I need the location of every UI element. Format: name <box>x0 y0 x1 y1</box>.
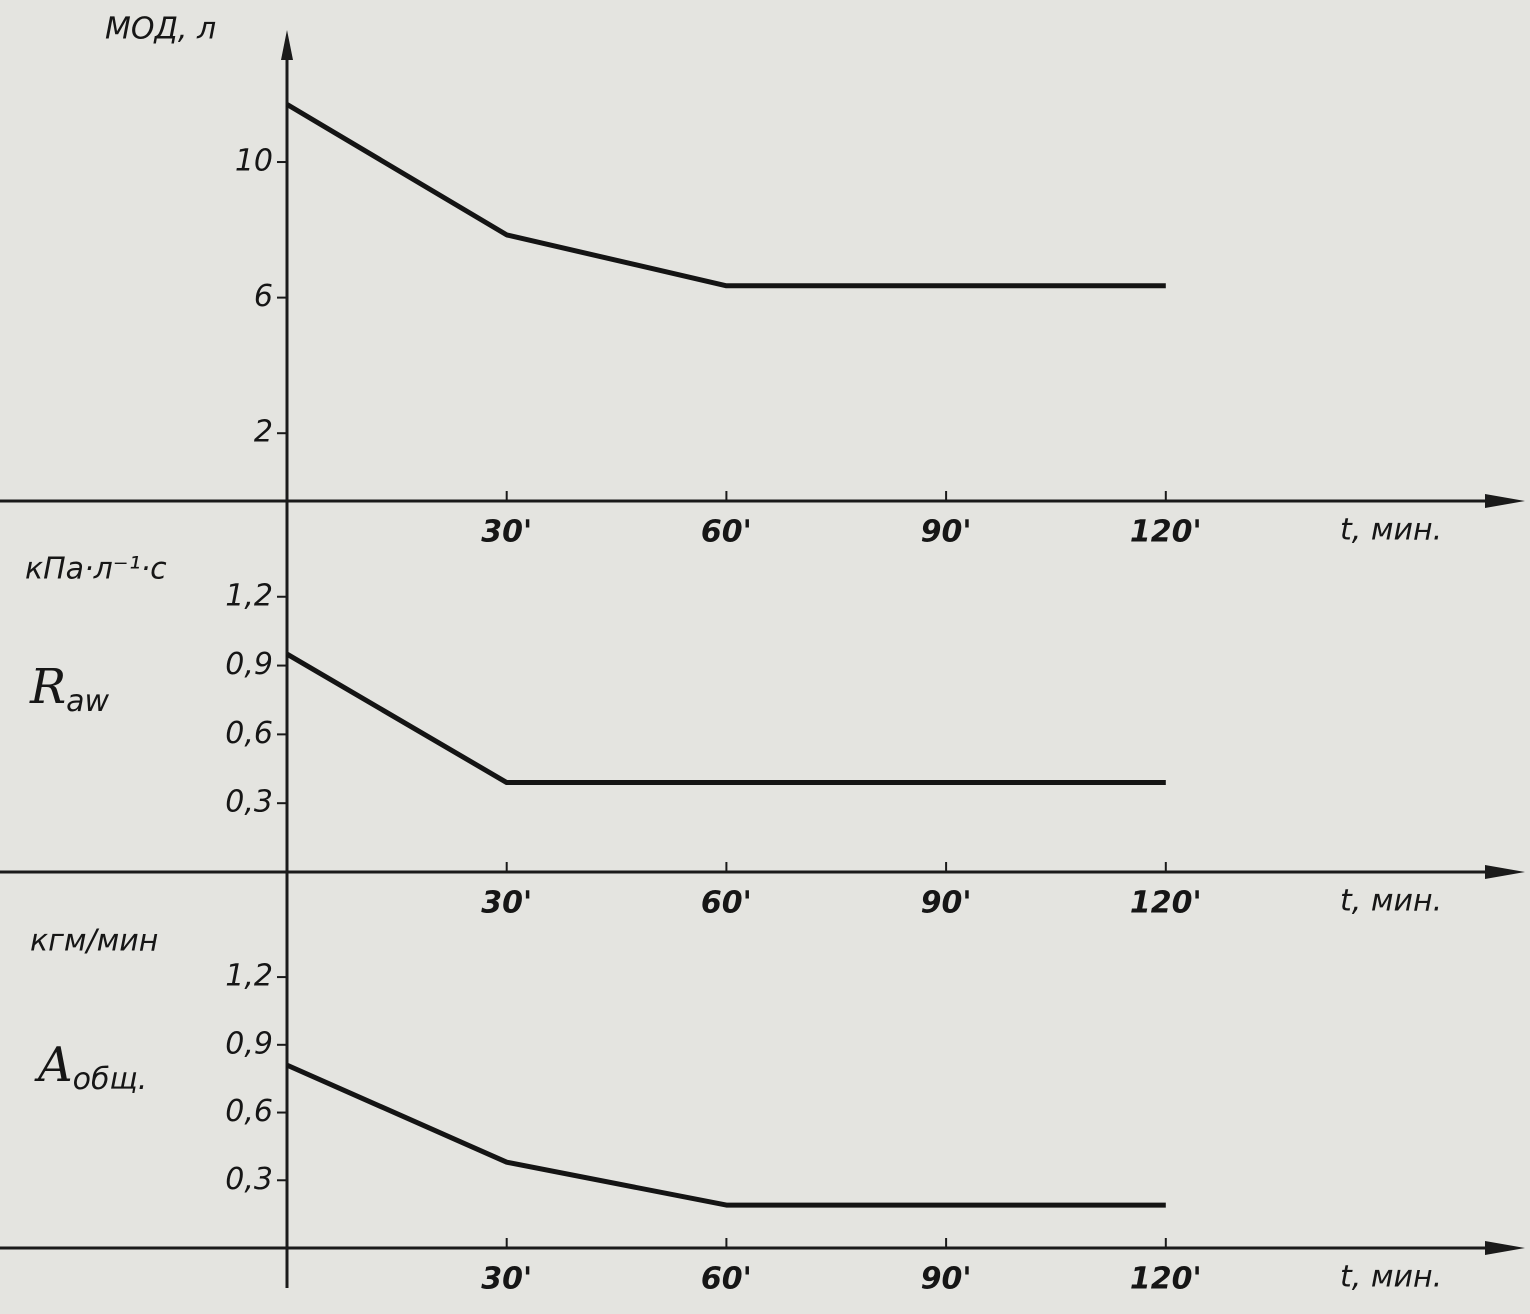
x-axis-label: t, мин. <box>1340 513 1442 548</box>
data-line <box>285 1062 1166 1208</box>
x-tick-label: 60' <box>701 886 752 921</box>
x-axis-label: t, мин. <box>1340 1260 1442 1295</box>
y-axis-arrow <box>281 30 293 60</box>
x-tick-label: 120' <box>1130 1262 1202 1297</box>
series-label-main: R <box>29 659 66 715</box>
x-tick-label: 90' <box>921 1262 972 1297</box>
y-tick-label: 0,6 <box>225 716 273 751</box>
x-tick-label: 90' <box>921 515 972 550</box>
x-axis-arrow <box>1485 1241 1525 1255</box>
x-axis-arrow <box>1485 494 1525 508</box>
y-tick-label: 0,9 <box>225 1026 273 1061</box>
x-tick-label: 30' <box>481 515 532 550</box>
series-label-sub: aw <box>66 684 109 719</box>
x-tick-label: 90' <box>921 886 972 921</box>
x-tick-label: 60' <box>701 515 752 550</box>
y-tick-label: 0,6 <box>225 1094 273 1129</box>
series-label: Raw <box>29 659 110 719</box>
x-axis-arrow <box>1485 865 1525 879</box>
y-axis-label: МОД, л <box>105 12 216 47</box>
data-line <box>285 102 1166 289</box>
y-tick-label: 0,3 <box>225 785 273 820</box>
y-tick-label: 10 <box>235 144 273 179</box>
series-label-main: A <box>34 1037 73 1093</box>
y-tick-label: 1,2 <box>225 959 273 994</box>
x-tick-label: 120' <box>1130 515 1202 550</box>
x-tick-label: 30' <box>481 1262 532 1297</box>
y-tick-label: 2 <box>254 415 273 450</box>
y-tick-label: 0,3 <box>225 1162 273 1197</box>
x-tick-label: 120' <box>1130 886 1202 921</box>
x-tick-label: 30' <box>481 886 532 921</box>
y-tick-label: 0,9 <box>225 647 273 682</box>
y-axis-label: кПа·л⁻¹·с <box>25 552 167 587</box>
x-axis-label: t, мин. <box>1340 884 1442 919</box>
series-label-sub: общ. <box>73 1062 148 1097</box>
y-tick-label: 6 <box>254 279 273 314</box>
series-label: Aобщ. <box>34 1037 147 1097</box>
data-line <box>285 651 1166 786</box>
y-axis-label: кгм/мин <box>30 924 158 959</box>
x-tick-label: 60' <box>701 1262 752 1297</box>
y-tick-label: 1,2 <box>225 578 273 613</box>
